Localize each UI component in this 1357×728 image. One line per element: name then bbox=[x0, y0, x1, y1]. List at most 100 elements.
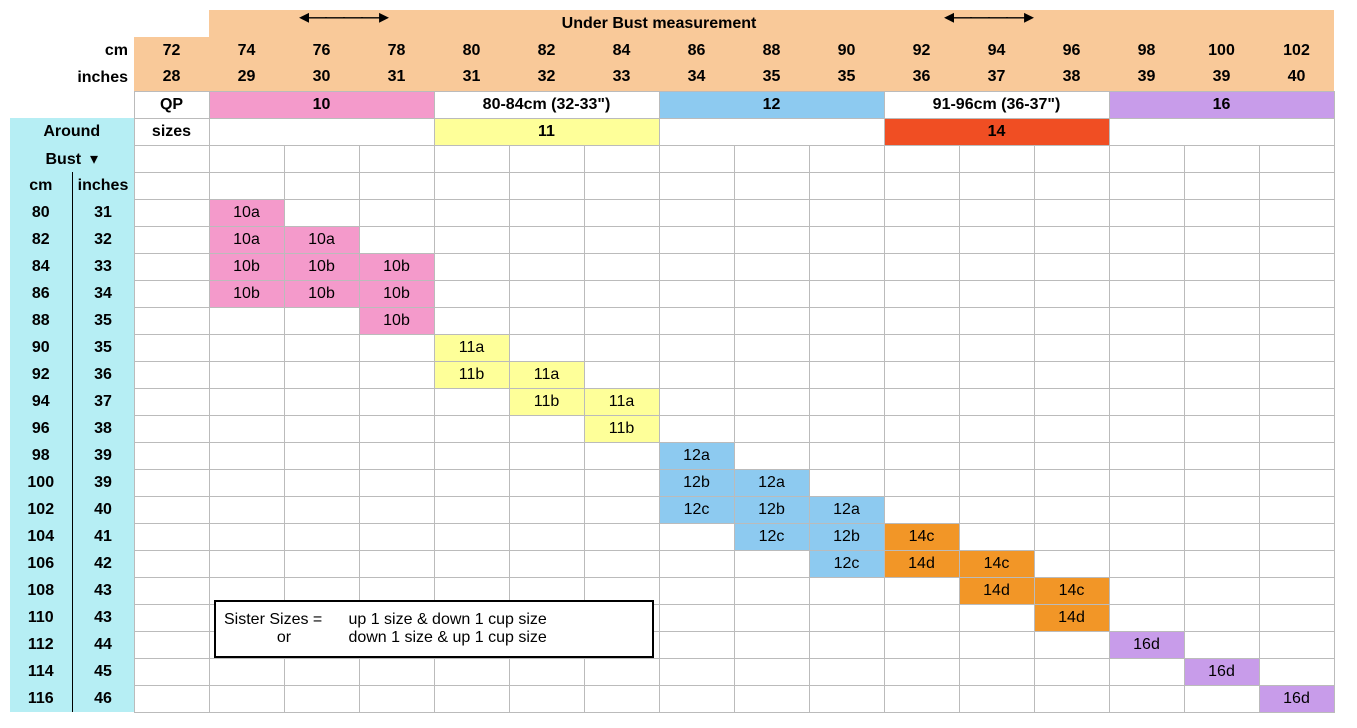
size-cell: 12c bbox=[809, 550, 884, 577]
size-band: 16 bbox=[1109, 91, 1334, 118]
underbust-cm: 78 bbox=[359, 37, 434, 64]
underbust-in: 34 bbox=[659, 64, 734, 91]
size-band: 10 bbox=[209, 91, 434, 118]
around-cm: 108 bbox=[10, 577, 72, 604]
around-cm: 90 bbox=[10, 334, 72, 361]
around-cm: 110 bbox=[10, 604, 72, 631]
underbust-in: 32 bbox=[509, 64, 584, 91]
sizes-label: sizes bbox=[134, 118, 209, 145]
cm-label: cm bbox=[72, 37, 134, 64]
around-in: 38 bbox=[72, 415, 134, 442]
around-cm: 94 bbox=[10, 388, 72, 415]
underbust-in: 28 bbox=[134, 64, 209, 91]
underbust-cm: 84 bbox=[584, 37, 659, 64]
size-cell: 12a bbox=[659, 442, 734, 469]
around-in: 33 bbox=[72, 253, 134, 280]
underbust-in: 37 bbox=[959, 64, 1034, 91]
underbust-cm: 90 bbox=[809, 37, 884, 64]
size-cell: 16d bbox=[1109, 631, 1184, 658]
size-cell: 11a bbox=[434, 334, 509, 361]
size-cell: 14c bbox=[884, 523, 959, 550]
underbust-in: 29 bbox=[209, 64, 284, 91]
size-cell: 14d bbox=[959, 577, 1034, 604]
inches-label: inches bbox=[72, 64, 134, 91]
around-in: 42 bbox=[72, 550, 134, 577]
around-cm: 100 bbox=[10, 469, 72, 496]
side-in-label: inches bbox=[72, 172, 134, 199]
around-cm: 102 bbox=[10, 496, 72, 523]
underbust-in: 31 bbox=[359, 64, 434, 91]
size-band: 80-84cm (32-33") bbox=[434, 91, 659, 118]
underbust-in: 38 bbox=[1034, 64, 1109, 91]
around-in: 43 bbox=[72, 604, 134, 631]
bust-label: Bust ▾ bbox=[10, 145, 134, 172]
note-label: Sister Sizes = bbox=[224, 611, 344, 629]
size-cell: 12a bbox=[734, 469, 809, 496]
around-in: 31 bbox=[72, 199, 134, 226]
size-table: Under Bust measurementcm7274767880828486… bbox=[10, 10, 1335, 713]
around-cm: 114 bbox=[10, 658, 72, 685]
around-in: 39 bbox=[72, 469, 134, 496]
around-label: Around bbox=[10, 118, 134, 145]
around-cm: 88 bbox=[10, 307, 72, 334]
size-band: 91-96cm (36-37") bbox=[884, 91, 1109, 118]
size-cell: 10a bbox=[209, 199, 284, 226]
side-cm-label: cm bbox=[10, 172, 72, 199]
around-cm: 104 bbox=[10, 523, 72, 550]
size-cell: 12b bbox=[734, 496, 809, 523]
around-in: 45 bbox=[72, 658, 134, 685]
around-cm: 96 bbox=[10, 415, 72, 442]
size-cell: 11b bbox=[584, 415, 659, 442]
around-in: 32 bbox=[72, 226, 134, 253]
underbust-cm: 98 bbox=[1109, 37, 1184, 64]
size-cell: 11b bbox=[509, 388, 584, 415]
size-chart: Under Bust measurementcm7274767880828486… bbox=[10, 10, 1335, 713]
size-cell: 10b bbox=[284, 253, 359, 280]
around-cm: 92 bbox=[10, 361, 72, 388]
arrow-right-icon: ◂————▸ bbox=[944, 4, 1032, 29]
size-cell: 12a bbox=[809, 496, 884, 523]
size-cell: 12b bbox=[809, 523, 884, 550]
underbust-cm: 92 bbox=[884, 37, 959, 64]
around-in: 44 bbox=[72, 631, 134, 658]
note-line1: up 1 size & down 1 cup size bbox=[348, 611, 546, 628]
size-cell: 10b bbox=[359, 307, 434, 334]
underbust-in: 31 bbox=[434, 64, 509, 91]
around-in: 43 bbox=[72, 577, 134, 604]
around-in: 35 bbox=[72, 334, 134, 361]
note-or: or bbox=[224, 629, 344, 647]
size-band bbox=[209, 118, 434, 145]
qp-label: QP bbox=[134, 91, 209, 118]
underbust-in: 35 bbox=[734, 64, 809, 91]
underbust-cm: 94 bbox=[959, 37, 1034, 64]
size-cell: 11a bbox=[509, 361, 584, 388]
around-cm: 112 bbox=[10, 631, 72, 658]
around-in: 40 bbox=[72, 496, 134, 523]
size-cell: 14c bbox=[959, 550, 1034, 577]
underbust-cm: 76 bbox=[284, 37, 359, 64]
around-in: 34 bbox=[72, 280, 134, 307]
underbust-cm: 96 bbox=[1034, 37, 1109, 64]
underbust-in: 36 bbox=[884, 64, 959, 91]
underbust-cm: 72 bbox=[134, 37, 209, 64]
around-cm: 82 bbox=[10, 226, 72, 253]
note-line2: down 1 size & up 1 cup size bbox=[348, 629, 546, 646]
underbust-cm: 102 bbox=[1259, 37, 1334, 64]
size-cell: 10b bbox=[359, 280, 434, 307]
around-in: 37 bbox=[72, 388, 134, 415]
underbust-in: 35 bbox=[809, 64, 884, 91]
size-cell: 11b bbox=[434, 361, 509, 388]
size-cell: 12c bbox=[659, 496, 734, 523]
size-cell: 10a bbox=[284, 226, 359, 253]
underbust-in: 33 bbox=[584, 64, 659, 91]
around-cm: 86 bbox=[10, 280, 72, 307]
size-band: 11 bbox=[434, 118, 659, 145]
around-in: 41 bbox=[72, 523, 134, 550]
size-cell: 10a bbox=[209, 226, 284, 253]
around-in: 35 bbox=[72, 307, 134, 334]
underbust-cm: 88 bbox=[734, 37, 809, 64]
underbust-in: 39 bbox=[1184, 64, 1259, 91]
size-cell: 14d bbox=[884, 550, 959, 577]
size-band bbox=[659, 118, 884, 145]
size-cell: 10b bbox=[359, 253, 434, 280]
